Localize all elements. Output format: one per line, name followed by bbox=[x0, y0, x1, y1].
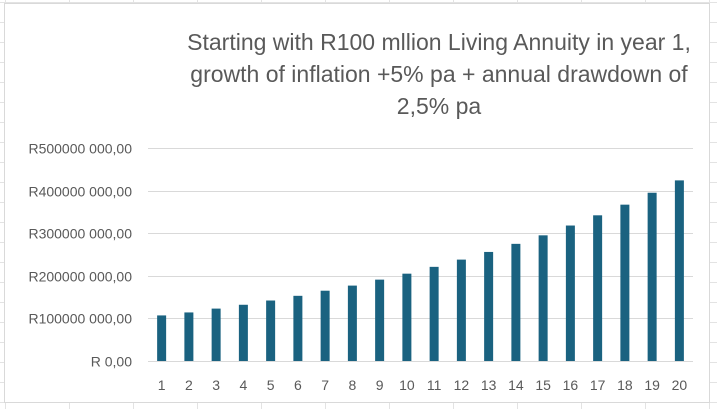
x-tick-label: 5 bbox=[267, 377, 275, 393]
bar-11[interactable] bbox=[429, 266, 439, 361]
x-tick-label: 1 bbox=[158, 377, 166, 393]
y-tick-label: R200000 000,00 bbox=[28, 269, 132, 285]
x-tick-label: 4 bbox=[239, 377, 247, 393]
x-tick-label: 18 bbox=[617, 377, 633, 393]
x-tick-label: 3 bbox=[212, 377, 220, 393]
bar-7[interactable] bbox=[320, 290, 330, 361]
x-tick-label: 7 bbox=[321, 377, 329, 393]
chart-title-line-2: growth of inflation +5% pa + annual draw… bbox=[190, 61, 688, 87]
bar-10[interactable] bbox=[402, 273, 412, 361]
chart-title-line-1: Starting with R100 mllion Living Annuity… bbox=[187, 29, 691, 55]
x-tick-label: 13 bbox=[481, 377, 497, 393]
bar-6[interactable] bbox=[293, 295, 303, 361]
x-tick-label: 14 bbox=[508, 377, 524, 393]
x-tick-label: 11 bbox=[427, 377, 442, 393]
x-tick-label: 6 bbox=[294, 377, 302, 393]
x-tick-label: 9 bbox=[376, 377, 384, 393]
y-tick-label: R 0,00 bbox=[91, 354, 132, 370]
bar-16[interactable] bbox=[565, 225, 575, 361]
x-tick-label: 10 bbox=[399, 377, 415, 393]
bar-12[interactable] bbox=[456, 259, 466, 361]
chart-title[interactable]: Starting with R100 mllion Living Annuity… bbox=[165, 26, 713, 122]
bar-3[interactable] bbox=[211, 308, 221, 361]
bar-9[interactable] bbox=[375, 279, 385, 361]
x-tick-label: 17 bbox=[590, 377, 606, 393]
bar-17[interactable] bbox=[593, 215, 603, 361]
chart-title-line-3: 2,5% pa bbox=[396, 93, 482, 119]
bar-1[interactable] bbox=[157, 315, 167, 361]
x-tick-label: 15 bbox=[535, 377, 551, 393]
y-tick-label: R300000 000,00 bbox=[28, 226, 132, 242]
bar-20[interactable] bbox=[674, 180, 684, 361]
bar-4[interactable] bbox=[238, 304, 248, 361]
bar-19[interactable] bbox=[647, 192, 657, 361]
x-tick-label: 19 bbox=[644, 377, 660, 393]
bar-2[interactable] bbox=[184, 312, 194, 361]
x-tick-label: 8 bbox=[348, 377, 356, 393]
chart-area[interactable]: Starting with R100 mllion Living Annuity… bbox=[4, 3, 710, 403]
bar-13[interactable] bbox=[484, 251, 494, 361]
x-tick-label: 12 bbox=[454, 377, 470, 393]
y-tick-label: R400000 000,00 bbox=[28, 184, 132, 200]
y-tick-label: R100000 000,00 bbox=[28, 311, 132, 327]
y-tick-label: R500000 000,00 bbox=[28, 141, 132, 157]
bar-15[interactable] bbox=[538, 235, 548, 361]
bar-5[interactable] bbox=[266, 300, 276, 361]
x-tick-label: 16 bbox=[563, 377, 579, 393]
bar-18[interactable] bbox=[620, 204, 630, 361]
x-tick-label: 2 bbox=[185, 377, 193, 393]
bar-14[interactable] bbox=[511, 243, 521, 361]
x-tick-label: 20 bbox=[672, 377, 688, 393]
bar-8[interactable] bbox=[347, 285, 357, 361]
